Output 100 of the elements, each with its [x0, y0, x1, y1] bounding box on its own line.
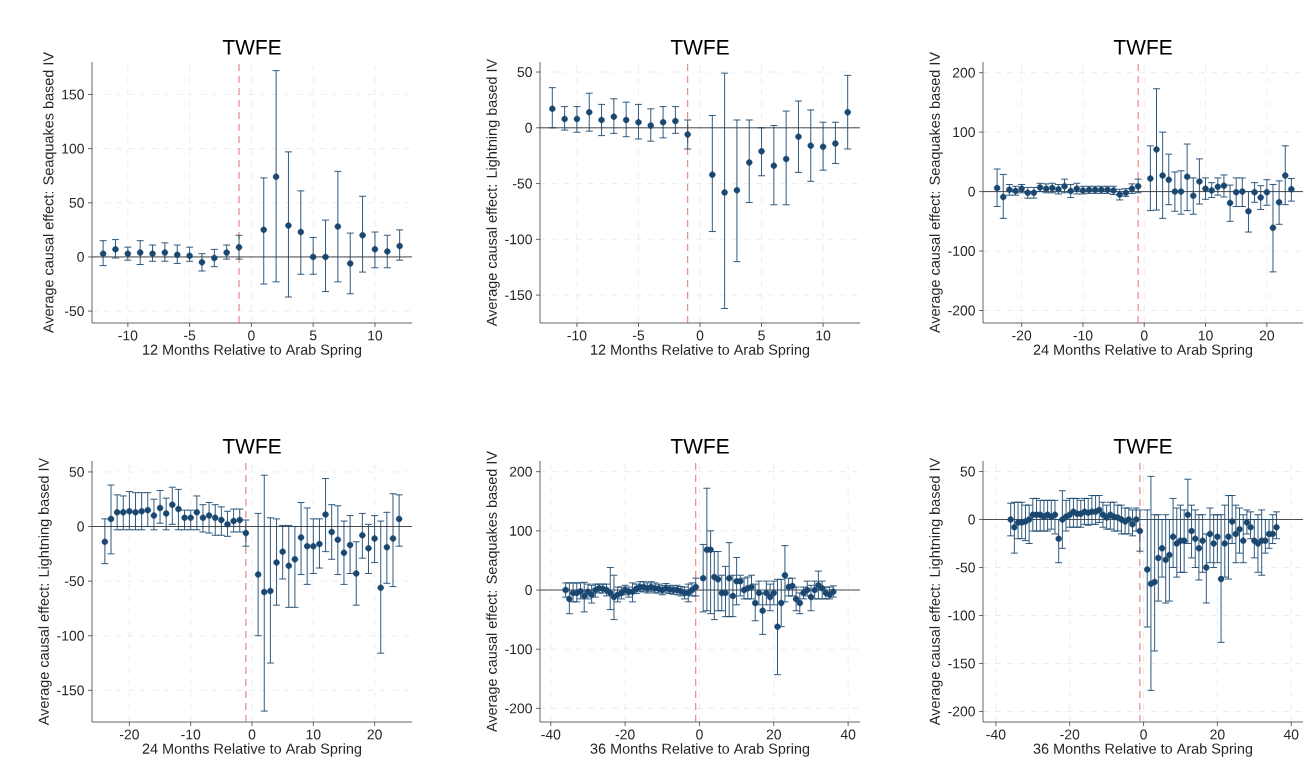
y-tick-label: -150 — [948, 658, 975, 669]
point — [598, 116, 605, 124]
point — [230, 517, 237, 525]
x-tick-label: 40 — [840, 729, 856, 740]
point — [635, 119, 642, 126]
y-axis-title: Average causal effect: Seaquakes based IV — [929, 52, 943, 334]
y-tick-label: 100 — [953, 127, 975, 138]
point — [254, 571, 262, 578]
point — [260, 226, 267, 234]
point — [303, 542, 311, 550]
point — [132, 509, 139, 516]
point — [1171, 188, 1179, 195]
point — [340, 549, 348, 556]
y-tick-label: 100 — [510, 525, 532, 536]
point — [1183, 173, 1191, 180]
point — [273, 559, 280, 566]
point — [126, 508, 133, 515]
point — [285, 222, 292, 229]
y-tick-label: -150 — [57, 685, 84, 696]
point — [150, 512, 158, 519]
point — [218, 516, 225, 524]
y-tick-label: -200 — [505, 703, 532, 714]
point — [389, 535, 397, 542]
y-tick-label: -100 — [505, 234, 532, 245]
x-tick-label: 10 — [816, 330, 831, 341]
point — [120, 509, 127, 516]
point — [242, 529, 250, 537]
point — [758, 148, 765, 155]
point — [1233, 189, 1240, 196]
point — [156, 504, 164, 512]
y-axis-title: Average causal effect: Lightning based IV — [486, 58, 500, 327]
point — [832, 140, 839, 147]
point — [101, 538, 109, 546]
chart-title: TWFE — [1113, 439, 1172, 454]
point — [586, 108, 593, 116]
point — [659, 119, 667, 126]
point — [1275, 199, 1283, 206]
point — [334, 536, 342, 543]
x-tick-label: -20 — [1012, 330, 1032, 341]
x-tick-label: 0 — [248, 729, 256, 740]
point — [322, 511, 329, 518]
point — [622, 116, 630, 124]
chart-title: TWFE — [1113, 40, 1172, 55]
y-tick-label: 0 — [77, 251, 84, 262]
y-tick-label: 0 — [525, 585, 532, 595]
point — [316, 540, 323, 548]
point — [383, 544, 391, 551]
y-tick-label: 50 — [517, 67, 532, 77]
x-tick-label: 40 — [1283, 729, 1299, 740]
chart-title: TWFE — [222, 40, 281, 55]
point — [297, 534, 305, 541]
point — [1061, 183, 1068, 190]
x-tick-label: 0 — [1140, 729, 1147, 740]
point — [107, 515, 115, 523]
point — [261, 588, 268, 596]
x-axis-title: 12 Months Relative to Arab Spring — [591, 344, 810, 358]
point — [285, 562, 292, 570]
point — [297, 228, 304, 236]
point — [136, 249, 144, 256]
point — [549, 105, 556, 113]
x-tick-label: -20 — [1060, 729, 1080, 740]
point — [224, 521, 231, 528]
y-tick-label: -200 — [948, 305, 975, 316]
x-tick-label: -5 — [632, 330, 645, 341]
point — [396, 242, 403, 250]
point — [395, 515, 403, 523]
x-axis-title: 36 Months Relative to Arab Spring — [1033, 743, 1253, 757]
point — [279, 548, 286, 555]
x-tick-label: 0 — [248, 330, 255, 341]
point — [807, 142, 814, 149]
x-axis-title: 36 Months Relative to Arab Spring — [590, 743, 810, 757]
x-tick-label: -10 — [1073, 330, 1093, 341]
point — [169, 501, 176, 508]
chart-title: TWFE — [670, 439, 729, 454]
y-tick-label: 50 — [69, 466, 84, 477]
point — [1159, 172, 1166, 179]
point — [1263, 189, 1271, 196]
point — [1196, 178, 1203, 185]
x-tick-label: 0 — [696, 330, 704, 341]
point — [377, 584, 384, 591]
point — [309, 253, 317, 261]
x-tick-label: 5 — [309, 330, 317, 341]
point — [198, 259, 206, 266]
x-axis-title: 12 Months Relative to Arab Spring — [143, 344, 362, 358]
point — [347, 260, 354, 267]
point — [672, 117, 679, 125]
point — [1190, 192, 1197, 199]
point — [144, 506, 151, 514]
point — [709, 171, 716, 178]
point — [212, 514, 219, 521]
point — [1000, 193, 1007, 201]
point — [1147, 175, 1154, 182]
y-tick-label: -50 — [64, 306, 84, 317]
point — [205, 512, 213, 519]
point — [359, 232, 366, 239]
y-tick-label: -50 — [64, 576, 84, 587]
x-tick-label: 10 — [1198, 330, 1213, 341]
point — [610, 113, 618, 120]
x-tick-label: -10 — [181, 729, 201, 740]
x-tick-label: 5 — [758, 330, 765, 341]
